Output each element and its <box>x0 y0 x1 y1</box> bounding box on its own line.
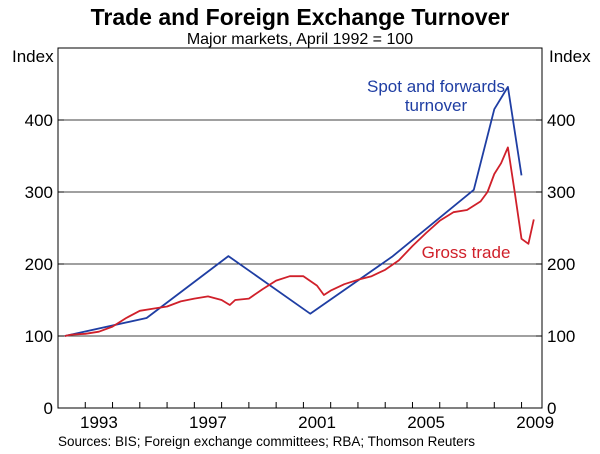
annotation-0: Spot and forwards turnover <box>367 77 505 115</box>
annotation-0-line-1: turnover <box>405 96 468 115</box>
chart-subtitle: Major markets, April 1992 = 100 <box>187 31 413 48</box>
series-line-1 <box>64 146 535 337</box>
y-tick-label-left-400: 400 <box>25 111 53 130</box>
series-lines <box>64 86 535 337</box>
gridlines <box>57 119 542 409</box>
source-note: Sources: BIS; Foreign exchange committee… <box>58 434 475 449</box>
plot-frame <box>57 47 543 409</box>
chart-title: Trade and Foreign Exchange Turnover <box>91 4 510 30</box>
y-tick-labels: 0 0 100 100 200 200 300 300 400 400 <box>25 111 576 418</box>
y-tick-label-right-0: 0 <box>547 399 556 418</box>
y-tick-label-left-0: 0 <box>44 399 53 418</box>
x-tick-label-1993: 1993 <box>80 413 118 432</box>
left-axis-unit: Index <box>12 47 54 66</box>
y-tick-label-right-400: 400 <box>547 111 575 130</box>
x-tick-label-2005: 2005 <box>407 413 445 432</box>
y-tick-label-right-100: 100 <box>547 327 575 346</box>
series-annotations: Spot and forwards turnover Gross trade <box>367 77 510 262</box>
annotation-1: Gross trade <box>422 243 511 262</box>
y-tick-label-right-300: 300 <box>547 183 575 202</box>
x-tick-label-2001: 2001 <box>298 413 336 432</box>
y-tick-label-left-100: 100 <box>25 327 53 346</box>
x-tick-labels: 1993 1997 2001 2005 2009 <box>80 413 554 432</box>
right-axis-unit: Index <box>549 47 591 66</box>
y-tick-label-left-200: 200 <box>25 255 53 274</box>
y-tick-label-right-200: 200 <box>547 255 575 274</box>
x-tick-label-1997: 1997 <box>189 413 227 432</box>
series-line-0 <box>64 86 523 337</box>
y-tick-label-left-300: 300 <box>25 183 53 202</box>
x-tick-label-2009: 2009 <box>516 413 554 432</box>
annotation-0-line-0: Spot and forwards <box>367 77 505 96</box>
annotation-1-line-0: Gross trade <box>422 243 511 262</box>
